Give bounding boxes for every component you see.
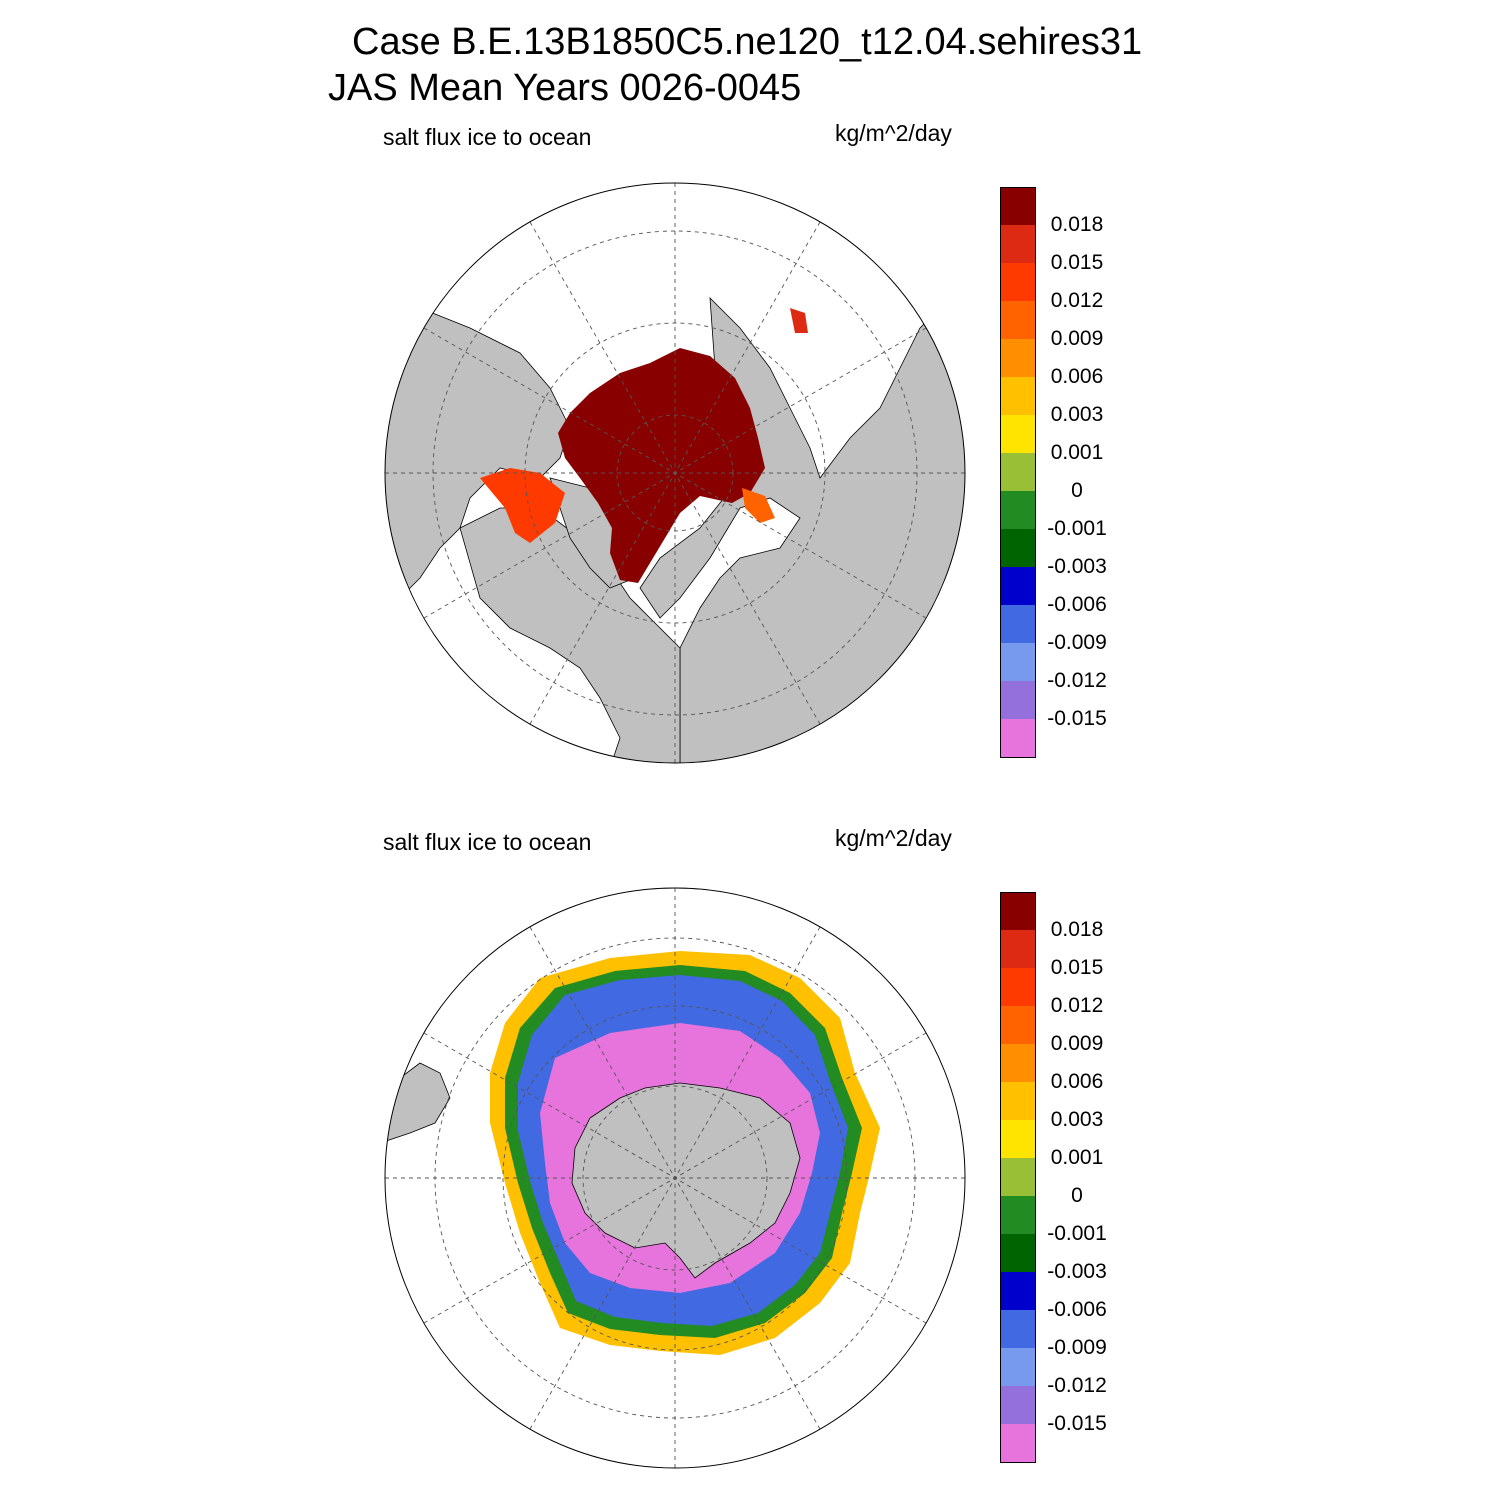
north-colorbar-tick-label: 0.018 bbox=[1050, 213, 1104, 236]
south-graticule bbox=[385, 888, 965, 1468]
north-colorbar-swatch bbox=[1000, 339, 1036, 377]
north-polar-map bbox=[384, 182, 966, 764]
north-colorbar-swatch bbox=[1000, 643, 1036, 681]
north-colorbar-swatch bbox=[1000, 605, 1036, 643]
south-colorbar-swatch bbox=[1000, 1348, 1036, 1386]
north-colorbar-tick-label: -0.006 bbox=[1047, 593, 1107, 616]
north-ice-fringe-bering bbox=[790, 308, 808, 333]
south-colorbar-tick-label: 0.003 bbox=[1050, 1108, 1104, 1131]
north-colorbar-swatch bbox=[1000, 719, 1036, 758]
south-colorbar-swatch bbox=[1000, 1082, 1036, 1120]
south-colorbar-swatch bbox=[1000, 968, 1036, 1006]
south-colorbar-tick-label: 0.015 bbox=[1050, 956, 1104, 979]
south-colorbar-swatch bbox=[1000, 1234, 1036, 1272]
south-colorbar-tick-label: 0.006 bbox=[1050, 1070, 1104, 1093]
north-graticule bbox=[385, 183, 965, 763]
south-colorbar-swatch bbox=[1000, 1310, 1036, 1348]
south-colorbar-tick-label: -0.001 bbox=[1047, 1222, 1107, 1245]
south-colorbar-tick-label: -0.006 bbox=[1047, 1298, 1107, 1321]
north-colorbar-swatch bbox=[1000, 377, 1036, 415]
north-units-label: kg/m^2/day bbox=[835, 120, 952, 146]
south-colorbar-tick-label: 0.009 bbox=[1050, 1032, 1104, 1055]
north-colorbar-tick-label: 0.009 bbox=[1050, 327, 1104, 350]
south-colorbar-tick-label: 0 bbox=[1071, 1184, 1083, 1207]
south-colorbar-swatch bbox=[1000, 892, 1036, 931]
north-ice-fringe-west bbox=[480, 468, 565, 543]
north-colorbar-swatch bbox=[1000, 529, 1036, 567]
north-colorbar-tick-label: -0.012 bbox=[1047, 669, 1107, 692]
south-colorbar-swatch bbox=[1000, 1006, 1036, 1044]
south-colorbar-tick-label: -0.003 bbox=[1047, 1260, 1107, 1283]
north-variable-label: salt flux ice to ocean bbox=[383, 124, 592, 150]
north-colorbar-swatch bbox=[1000, 187, 1036, 226]
south-colorbar-swatch bbox=[1000, 1120, 1036, 1158]
north-colorbar-tick-label: 0.001 bbox=[1050, 441, 1104, 464]
south-colorbar-swatch bbox=[1000, 1386, 1036, 1424]
south-colorbar-swatch bbox=[1000, 1044, 1036, 1082]
north-colorbar-swatch bbox=[1000, 681, 1036, 719]
north-colorbar-swatch bbox=[1000, 263, 1036, 301]
north-colorbar-tick-label: 0.006 bbox=[1050, 365, 1104, 388]
south-colorbar-tick-label: 0.001 bbox=[1050, 1146, 1104, 1169]
north-colorbar-swatch bbox=[1000, 415, 1036, 453]
south-colorbar-swatch bbox=[1000, 1424, 1036, 1463]
south-colorbar-swatch bbox=[1000, 1158, 1036, 1196]
north-colorbar-tick-label: 0.003 bbox=[1050, 403, 1104, 426]
south-land-antarctica bbox=[571, 1082, 801, 1279]
north-colorbar-tick-label: -0.009 bbox=[1047, 631, 1107, 654]
north-ice-fringe-atlantic bbox=[742, 488, 775, 523]
south-colorbar-tick-label: -0.009 bbox=[1047, 1336, 1107, 1359]
south-colorbar-swatch bbox=[1000, 1272, 1036, 1310]
south-colorbar-tick-label: -0.012 bbox=[1047, 1374, 1107, 1397]
south-colorbar-tick-label: 0.012 bbox=[1050, 994, 1104, 1017]
north-colorbar-swatch bbox=[1000, 301, 1036, 339]
south-colorbar bbox=[1000, 892, 1036, 1463]
south-colorbar-tick-label: 0.018 bbox=[1050, 918, 1104, 941]
south-colorbar-tick-label: -0.015 bbox=[1047, 1412, 1107, 1435]
south-polar-map bbox=[384, 887, 966, 1469]
north-colorbar-swatch bbox=[1000, 567, 1036, 605]
north-colorbar-swatch bbox=[1000, 491, 1036, 529]
south-variable-label: salt flux ice to ocean bbox=[383, 829, 592, 855]
north-colorbar-tick-label: 0 bbox=[1071, 479, 1083, 502]
north-colorbar-tick-label: 0.012 bbox=[1050, 289, 1104, 312]
north-colorbar-tick-label: 0.015 bbox=[1050, 251, 1104, 274]
north-colorbar-tick-label: -0.001 bbox=[1047, 517, 1107, 540]
north-colorbar-tick-label: -0.015 bbox=[1047, 707, 1107, 730]
title-line-2: JAS Mean Years 0026-0045 bbox=[328, 67, 802, 109]
north-map-border bbox=[384, 182, 966, 764]
north-colorbar bbox=[1000, 187, 1036, 758]
north-colorbar-tick-label: -0.003 bbox=[1047, 555, 1107, 578]
title-line-1: Case B.E.13B1850C5.ne120_t12.04.sehires3… bbox=[352, 21, 1143, 63]
south-colorbar-swatch bbox=[1000, 1196, 1036, 1234]
north-colorbar-swatch bbox=[1000, 225, 1036, 263]
south-map-border bbox=[384, 887, 966, 1469]
south-units-label: kg/m^2/day bbox=[835, 825, 952, 851]
north-colorbar-swatch bbox=[1000, 453, 1036, 491]
south-colorbar-swatch bbox=[1000, 930, 1036, 968]
